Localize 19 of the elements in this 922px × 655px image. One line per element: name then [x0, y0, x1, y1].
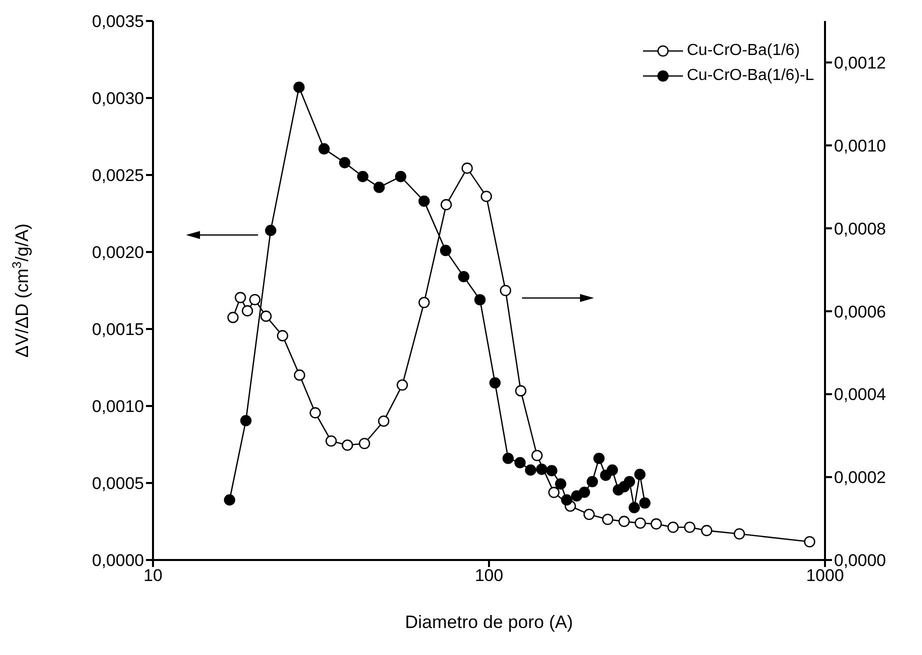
y2-tick-label: 0,0012	[834, 53, 886, 72]
y-tick-label: 0,0035	[92, 12, 144, 32]
y2-tick-label: 0,0010	[834, 136, 886, 156]
x-tick-label: 100	[474, 566, 504, 586]
y2-tick-label: 0,0008	[834, 219, 886, 238]
y2-tick-label: 0,0006	[834, 302, 886, 322]
x-axis-title: Diametro de poro (A)	[404, 612, 574, 632]
y-tick-label: 0,0005	[92, 474, 144, 494]
y-tick-label: 0,0015	[92, 320, 144, 340]
legend-label: Cu-CrO-Ba(1/6)	[686, 41, 800, 61]
legend-label: Cu-CrO-Ba(1/6)-L	[686, 66, 814, 86]
y-tick-label: 0,0010	[92, 397, 144, 416]
y-tick-label: 0,0020	[92, 243, 144, 262]
y2-tick-label: 0,0004	[834, 385, 886, 404]
y2-tick-label: 0,0002	[834, 468, 886, 488]
y-tick-label: 0,0030	[92, 89, 144, 108]
x-tick-label: 10	[144, 566, 162, 586]
y-tick-label: 0,0000	[92, 551, 144, 570]
y-tick-label: 0,0025	[92, 166, 144, 186]
